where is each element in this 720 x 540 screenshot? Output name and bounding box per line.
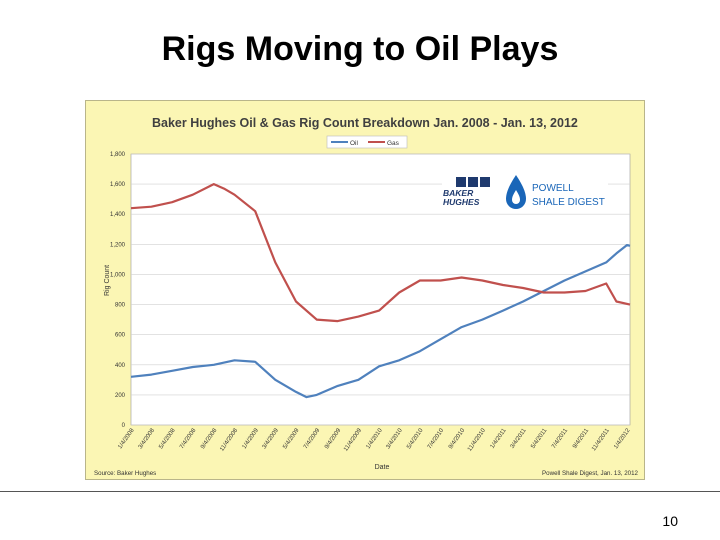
chart-frame: Baker Hughes Oil & Gas Rig Count Breakdo… — [85, 100, 645, 480]
x-tick-label: 1/4/2008 — [117, 427, 136, 450]
x-tick-label: 7/4/2010 — [427, 427, 446, 450]
page-number: 10 — [662, 513, 678, 529]
baker-logo-line1: BAKER — [443, 188, 474, 198]
y-tick-label: 1,600 — [110, 182, 126, 188]
chart-title: Baker Hughes Oil & Gas Rig Count Breakdo… — [152, 116, 578, 130]
y-tick-label: 400 — [115, 363, 126, 369]
powell-logo-line2: SHALE DIGEST — [532, 197, 605, 208]
x-tick-label: 7/4/2011 — [551, 427, 569, 450]
x-tick-label: 9/4/2010 — [448, 427, 467, 450]
x-tick-label: 1/4/2010 — [365, 427, 384, 450]
x-tick-label: 7/4/2009 — [303, 427, 322, 450]
baker-logo-line2: HUGHES — [443, 197, 480, 207]
y-tick-label: 0 — [122, 423, 126, 429]
source-note: Source: Baker Hughes — [94, 470, 156, 477]
x-tick-label: 1/4/2012 — [613, 427, 632, 450]
legend-oil-label: Oil — [350, 140, 359, 147]
x-tick-label: 11/4/2011 — [591, 427, 611, 452]
x-tick-label: 3/4/2010 — [385, 427, 404, 450]
x-tick-label: 5/4/2009 — [282, 427, 301, 450]
y-tick-label: 200 — [115, 393, 126, 399]
series-line-gas — [130, 182, 631, 323]
series-lines — [130, 182, 631, 399]
series-line-oil — [130, 244, 631, 399]
x-tick-label: 9/4/2009 — [324, 427, 343, 450]
y-tick-labels: 0 200 400 600 800 1,000 1,200 1,400 1,600 1,800 — [110, 152, 126, 429]
y-tick-label: 1,200 — [110, 242, 126, 248]
x-tick-label: 1/4/2011 — [490, 427, 508, 450]
x-tick-label: 9/4/2011 — [572, 427, 590, 450]
footer-divider — [0, 491, 720, 492]
x-tick-label: 5/4/2008 — [158, 427, 177, 450]
credit-note: Powell Shale Digest, Jan. 13, 2012 — [542, 470, 639, 477]
legend-box — [326, 135, 408, 149]
baker-hughes-logo: BAKER HUGHES — [442, 176, 502, 207]
y-tick-label: 1,000 — [110, 272, 126, 278]
x-tick-label: 11/4/2010 — [467, 427, 487, 452]
x-tick-label: 3/4/2011 — [510, 427, 528, 450]
y-tick-label: 800 — [115, 303, 126, 309]
x-tick-label: 9/4/2008 — [200, 427, 219, 450]
x-axis-label: Date — [375, 464, 390, 471]
y-tick-label: 600 — [115, 333, 126, 339]
slide-title: Rigs Moving to Oil Plays — [161, 30, 559, 68]
x-tick-label: 3/4/2008 — [138, 427, 157, 450]
baker-hughes-mark-icon — [456, 177, 490, 187]
x-tick-label: 11/4/2008 — [219, 427, 239, 452]
x-tick-label: 7/4/2008 — [179, 427, 198, 450]
powell-shale-digest-logo: POWELL SHALE DIGEST — [502, 173, 608, 211]
x-tick-label: 5/4/2011 — [530, 427, 548, 450]
y-axis-label: Rig Count — [104, 265, 111, 296]
y-tick-label: 1,800 — [110, 152, 126, 158]
legend: Oil Gas — [326, 135, 408, 149]
x-tick-label: 5/4/2010 — [406, 427, 425, 450]
y-tick-label: 1,400 — [110, 212, 126, 218]
rig-count-chart: Baker Hughes Oil & Gas Rig Count Breakdo… — [94, 116, 639, 477]
legend-gas-label: Gas — [387, 140, 400, 147]
x-tick-label: 3/4/2009 — [262, 427, 281, 450]
x-tick-label: 1/4/2009 — [242, 427, 261, 450]
x-tick-label: 11/4/2009 — [343, 427, 363, 452]
x-tick-labels: 1/4/2008 3/4/2008 5/4/2008 7/4/2008 9/4/2008… — [117, 427, 632, 452]
powell-logo-line1: POWELL — [532, 183, 574, 194]
